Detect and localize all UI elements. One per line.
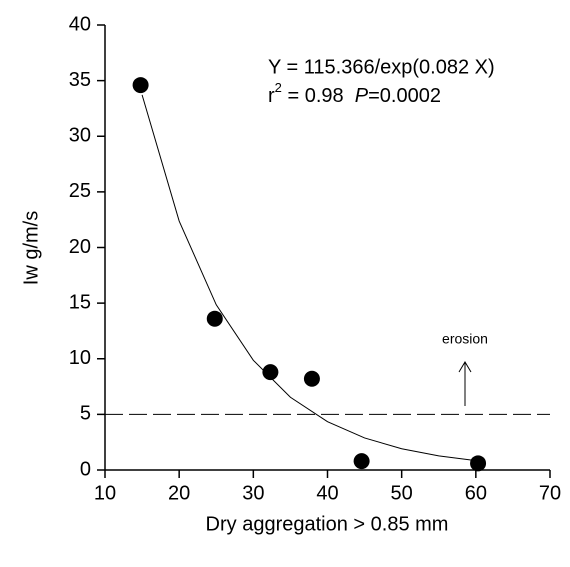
y-tick-label: 25 xyxy=(69,180,91,202)
x-tick-label: 40 xyxy=(316,482,338,504)
arrow-head xyxy=(458,361,472,373)
x-axis-label: Dry aggregation > 0.85 mm xyxy=(206,513,449,535)
point xyxy=(353,453,370,470)
y-tick-label: 0 xyxy=(80,458,91,480)
x-tick-label: 70 xyxy=(539,482,561,504)
y-tick-label: 15 xyxy=(69,291,91,313)
equation: Y = 115.366/exp(0.082 X) xyxy=(268,56,495,78)
point xyxy=(470,455,487,472)
fit-curve xyxy=(141,94,476,462)
y-tick-label: 35 xyxy=(69,69,91,91)
y-tick-label: 5 xyxy=(80,403,91,425)
point xyxy=(132,77,149,94)
stats: r2 = 0.98 P=0.0002 xyxy=(268,80,441,107)
x-tick-label: 20 xyxy=(168,482,190,504)
y-tick-label: 20 xyxy=(69,236,91,258)
point xyxy=(206,310,223,327)
y-tick-label: 40 xyxy=(69,13,91,35)
y-tick-label: 10 xyxy=(69,347,91,369)
x-tick-label: 10 xyxy=(94,482,116,504)
x-tick-label: 30 xyxy=(242,482,264,504)
y-tick-label: 30 xyxy=(69,125,91,147)
x-tick-label: 60 xyxy=(465,482,487,504)
point xyxy=(262,364,279,381)
y-axis-label: Iw g/m/s xyxy=(20,211,42,285)
annotation: erosion xyxy=(442,331,488,347)
x-tick-label: 50 xyxy=(391,482,413,504)
point xyxy=(303,370,320,387)
